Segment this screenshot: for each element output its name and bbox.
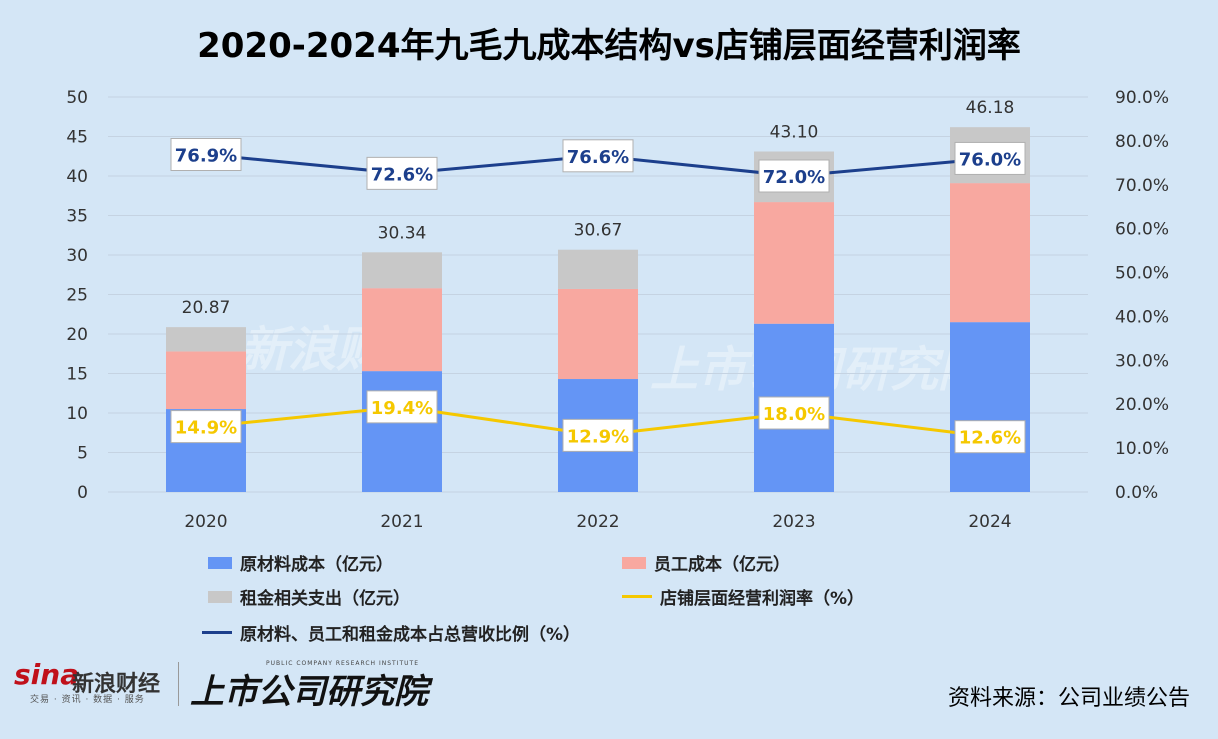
line-data-label: 72.0% [763, 167, 825, 188]
y2-tick-label: 40.0% [1115, 307, 1169, 327]
bar-total-label: 30.67 [574, 221, 623, 241]
y-tick-label: 25 [66, 286, 88, 306]
bar-total-label: 20.87 [182, 298, 231, 318]
y-tick-label: 45 [66, 128, 88, 148]
sina-logo: sina [14, 658, 79, 691]
line-data-label: 76.0% [959, 149, 1021, 170]
line-data-label: 76.9% [175, 145, 237, 166]
y-tick-label: 35 [66, 207, 88, 227]
legend-label-raw: 原材料成本（亿元） [240, 550, 393, 575]
line-data-label: 72.6% [371, 164, 433, 185]
y2-tick-label: 50.0% [1115, 264, 1169, 284]
bar-segment-2 [362, 252, 442, 288]
y-tick-label: 40 [66, 167, 88, 187]
bar-total-label: 43.10 [770, 123, 819, 143]
y2-tick-label: 90.0% [1115, 88, 1169, 108]
legend-label-margin: 店铺层面经营利润率（%） [660, 584, 864, 609]
y-tick-label: 10 [66, 404, 88, 424]
bar-segment-1 [950, 183, 1030, 322]
legend-margin: 店铺层面经营利润率（%） [622, 584, 864, 609]
y-tick-label: 5 [77, 444, 88, 464]
bar-segment-1 [362, 288, 442, 371]
y2-tick-label: 20.0% [1115, 395, 1169, 415]
y-tick-label: 30 [66, 246, 88, 266]
legend-staff: 员工成本（亿元） [622, 550, 790, 575]
institute-logo-en: PUBLIC COMPANY RESEARCH INSTITUTE [266, 660, 419, 667]
y-tick-label: 15 [66, 365, 88, 385]
y-tick-label: 20 [66, 325, 88, 345]
legend-swatch-rent [208, 591, 232, 603]
bar-total-label: 30.34 [378, 223, 427, 243]
legend-label-cost-ratio: 原材料、员工和租金成本占总营收比例（%） [240, 620, 580, 645]
x-tick-label: 2020 [184, 512, 227, 532]
y2-tick-label: 0.0% [1115, 483, 1158, 503]
legend-swatch-raw [208, 557, 232, 569]
sina-tags: 交易 · 资讯 · 数据 · 服务 [30, 692, 145, 705]
bar-segment-2 [558, 250, 638, 289]
logo-divider [178, 662, 179, 706]
y2-tick-label: 60.0% [1115, 220, 1169, 240]
bar-segment-0 [362, 371, 442, 492]
legend-cost-ratio: 原材料、员工和租金成本占总营收比例（%） [202, 620, 580, 645]
institute-logo: 上市公司研究院 [190, 664, 428, 713]
legend-swatch-margin [622, 595, 652, 598]
y2-tick-label: 30.0% [1115, 351, 1169, 371]
line-data-label: 12.6% [959, 428, 1021, 449]
legend-label-staff: 员工成本（亿元） [654, 550, 790, 575]
x-tick-label: 2023 [772, 512, 815, 532]
bar-segment-1 [754, 202, 834, 324]
y2-tick-label: 10.0% [1115, 439, 1169, 459]
x-tick-label: 2024 [968, 512, 1011, 532]
bar-segment-1 [558, 289, 638, 379]
legend-label-rent: 租金相关支出（亿元） [240, 584, 410, 609]
bar-segment-1 [166, 351, 246, 409]
y2-tick-label: 70.0% [1115, 176, 1169, 196]
line-data-label: 14.9% [175, 418, 237, 439]
bar-segment-0 [950, 322, 1030, 492]
y-tick-label: 50 [66, 88, 88, 108]
line-data-label: 76.6% [567, 147, 629, 168]
x-tick-label: 2022 [576, 512, 619, 532]
x-tick-label: 2021 [380, 512, 423, 532]
chart-canvas: 0 5 10 15 20 25 30 35 40 45 50 0.0% 10.0% 20.0% 30.0% 4… [0, 0, 1218, 739]
y2-tick-label: 80.0% [1115, 132, 1169, 152]
bar-total-label: 46.18 [966, 98, 1015, 118]
bar-segment-2 [166, 327, 246, 351]
line-data-label: 12.9% [567, 426, 629, 447]
legend-rent: 租金相关支出（亿元） [208, 584, 410, 609]
legend-swatch-staff [622, 557, 646, 569]
y-tick-label: 0 [77, 483, 88, 503]
legend-swatch-cost-ratio [202, 631, 232, 634]
line-data-label: 19.4% [371, 398, 433, 419]
legend-raw-material: 原材料成本（亿元） [208, 550, 393, 575]
source-note: 资料来源：公司业绩公告 [948, 680, 1190, 712]
line-data-label: 18.0% [763, 404, 825, 425]
